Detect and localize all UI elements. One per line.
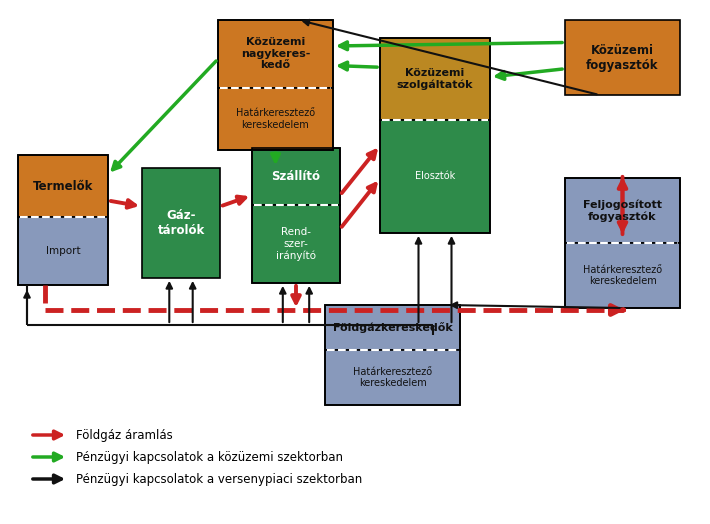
Bar (565, 178, 680, 308)
Text: Feljogosított
fogyasztók: Feljogosított fogyasztók (583, 199, 662, 222)
Text: Import: Import (45, 246, 80, 256)
Text: Szállító: Szállító (271, 170, 320, 183)
Text: Földgázkereskedők: Földgázkereskedők (332, 322, 452, 333)
Text: Rend-
szer-
irányító: Rend- szer- irányító (276, 227, 316, 261)
Bar (252, 148, 340, 205)
Text: Közüzemi
nagykeres-
kedő: Közüzemi nagykeres- kedő (241, 37, 310, 70)
Text: Termelők: Termelők (33, 180, 93, 193)
Text: Földgáz áramlás: Földgáz áramlás (76, 429, 173, 442)
Bar (252, 148, 340, 283)
Bar (218, 20, 333, 88)
Text: Határkeresztező
kereskedelem: Határkeresztező kereskedelem (353, 367, 432, 388)
Text: Határkeresztező
kereskedelem: Határkeresztező kereskedelem (583, 265, 662, 286)
Bar (218, 88, 333, 150)
Text: Elosztók: Elosztók (415, 171, 455, 181)
Text: Pénzügyi kapcsolatok a közüzemi szektorban: Pénzügyi kapcsolatok a közüzemi szektorb… (76, 451, 343, 464)
Bar (325, 350, 460, 405)
Bar (18, 155, 108, 285)
Text: Közüzemi
szolgáltatók: Közüzemi szolgáltatók (397, 68, 474, 90)
Bar (380, 38, 490, 120)
Bar (565, 243, 680, 308)
Text: Pénzügyi kapcsolatok a versenypiaci szektorban: Pénzügyi kapcsolatok a versenypiaci szek… (76, 473, 362, 486)
Bar (380, 120, 490, 233)
Bar (565, 20, 680, 95)
Bar (18, 155, 108, 217)
Bar (142, 168, 220, 278)
Bar (218, 20, 333, 150)
Bar (252, 205, 340, 283)
Bar (565, 178, 680, 243)
Text: Határkeresztező
kereskedelem: Határkeresztező kereskedelem (236, 108, 315, 129)
Bar (325, 305, 460, 350)
Bar (325, 305, 460, 405)
Bar (380, 38, 490, 233)
Bar (18, 217, 108, 285)
Text: Közüzemi
fogyasztók: Közüzemi fogyasztók (586, 43, 659, 71)
Text: Gáz-
tárolók: Gáz- tárolók (158, 209, 204, 237)
